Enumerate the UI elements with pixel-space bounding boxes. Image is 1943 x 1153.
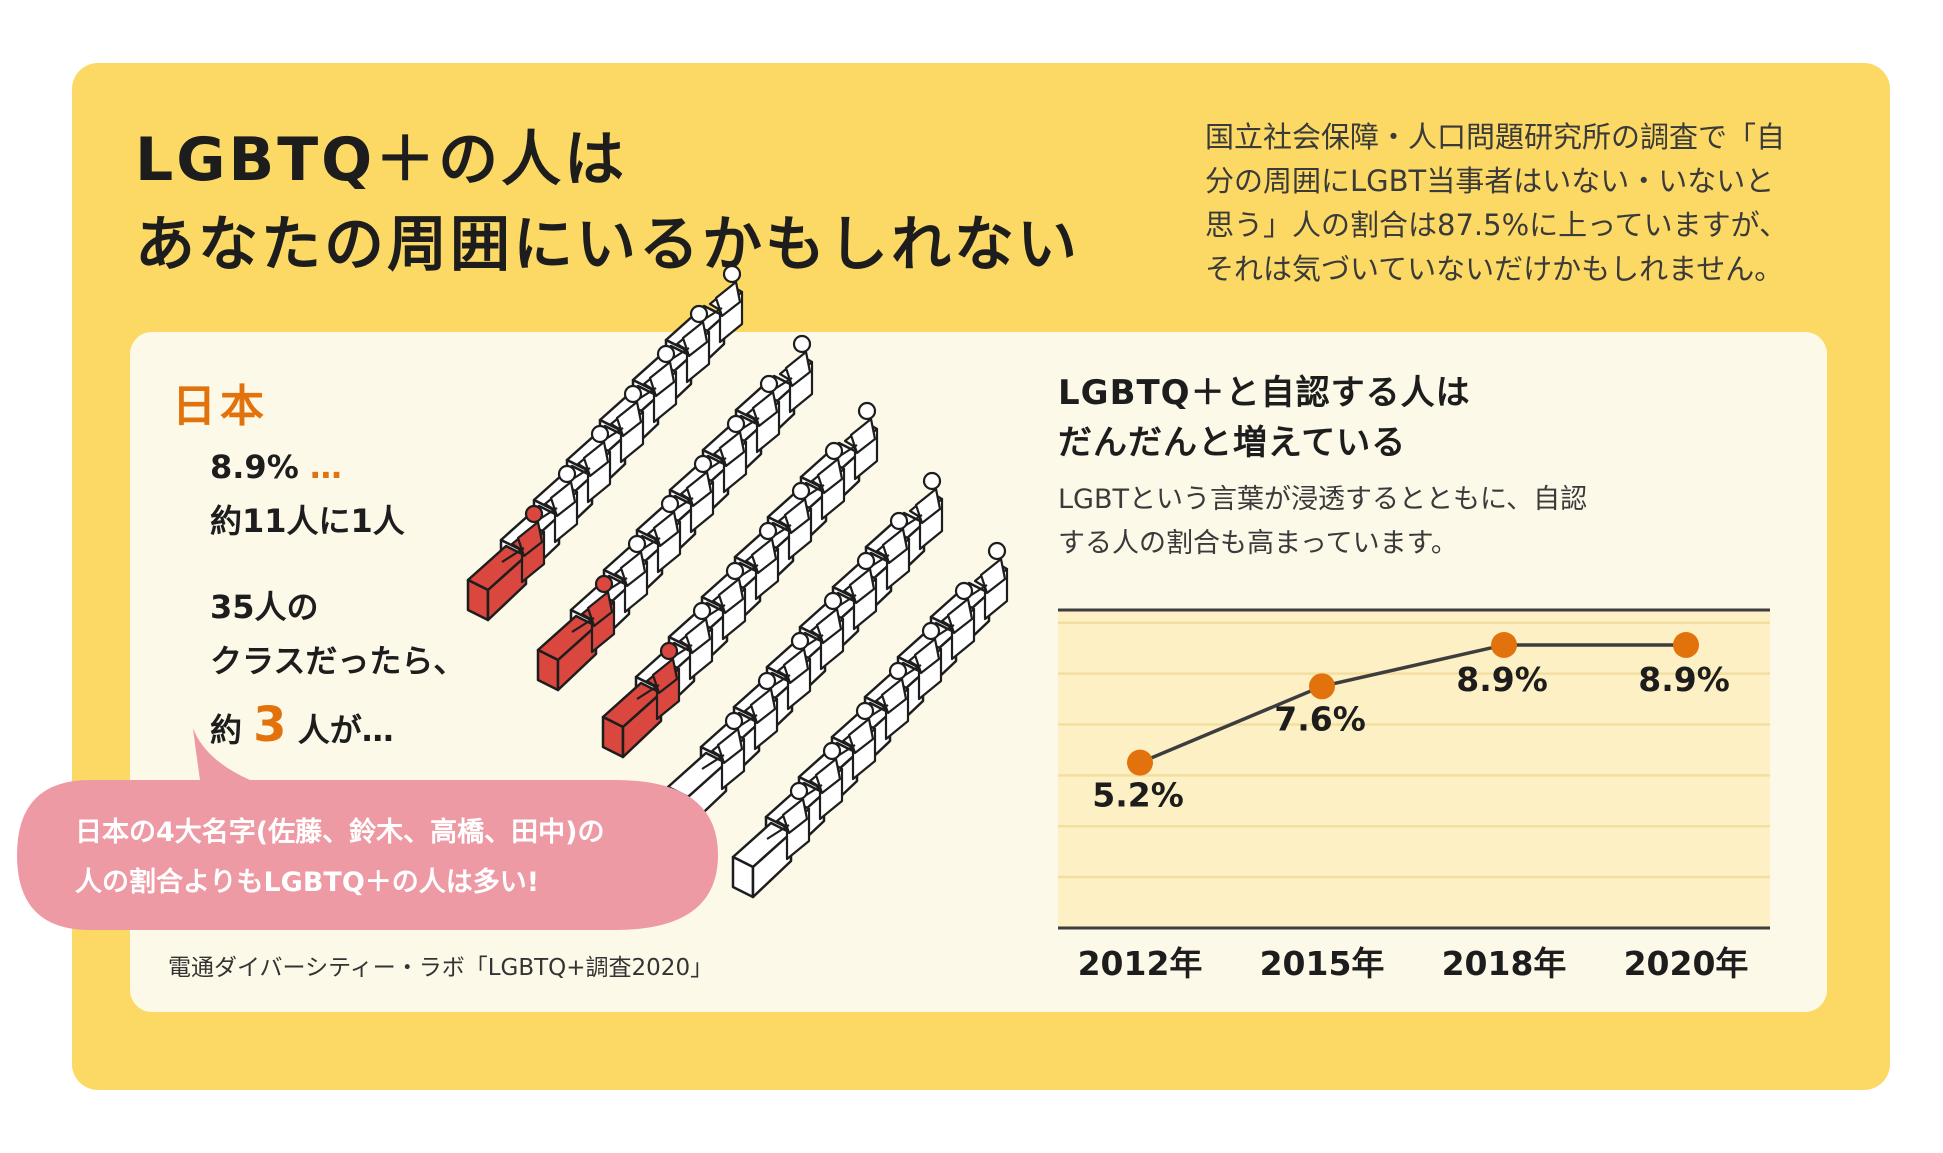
intro-text: 国立社会保障・人口問題研究所の調査で「自 分の周囲にLGBT当事者はいない・いな… (1205, 115, 1845, 291)
chart-title-line-2: だんだんと増えている (1058, 423, 1407, 463)
class-line-2: クラスだったら、 (210, 642, 466, 680)
class-number: 3 (253, 697, 287, 753)
intro-line-4: それは気づいていないだけかもしれません。 (1205, 252, 1784, 286)
class-pre: 約 (210, 711, 243, 749)
stat-ratio-text: 約11人に1人 (210, 502, 405, 540)
source-credit: 電通ダイバーシティー・ラボ「LGBTQ+調査2020」 (168, 955, 714, 981)
stat-dots: … (309, 448, 342, 486)
intro-line-1: 国立社会保障・人口問題研究所の調査で「自 (1205, 120, 1786, 154)
stat-percent: 8.9% (210, 448, 299, 486)
data-label: 8.9% (1456, 660, 1548, 699)
chart-subtitle-line-2: する人の割合も高まっています。 (1058, 528, 1458, 559)
title-line-1: LGBTQ＋の人は (135, 125, 628, 195)
intro-line-2: 分の周囲にLGBT当事者はいない・いないと (1205, 164, 1775, 198)
class-post: 人が… (297, 711, 394, 749)
x-tick-label: 2012年 (1078, 944, 1203, 983)
stat-ratio: 8.9% … 約11人に1人 (210, 440, 405, 548)
section-heading-japan: 日本 (172, 381, 268, 432)
class-line-1: 35人の (210, 588, 319, 626)
intro-line-3: 思う」人の割合は87.5%に上っていますが、 (1205, 208, 1789, 242)
x-tick-label: 2018年 (1442, 944, 1567, 983)
data-point (1491, 631, 1517, 658)
plot-area (1058, 610, 1770, 928)
title-line-2: あなたの周囲にいるかもしれない (135, 210, 1080, 280)
chart-subtitle: LGBTという言葉が浸透するとともに、自認 する人の割合も高まっています。 (1058, 478, 1587, 566)
class-line-3: 約 3 人が… (210, 698, 465, 757)
data-label: 7.6% (1274, 699, 1366, 738)
data-label: 5.2% (1092, 776, 1184, 815)
chart-title-line-1: LGBTQ＋と自認する人は (1058, 373, 1471, 413)
chart-title: LGBTQ＋と自認する人は だんだんと増えている (1058, 368, 1471, 468)
series-line (1139, 643, 1686, 765)
speech-bubble-text: 日本の4大名字(佐藤、鈴木、高橋、田中)の 人の割合よりもLGBTQ＋の人は多い… (75, 808, 604, 908)
highlighted-student-desk (601, 641, 681, 759)
class-example: 35人の クラスだったら、 約 3 人が… (210, 580, 465, 757)
highlighted-student-desk (536, 574, 616, 692)
page-title: LGBTQ＋の人は あなたの周囲にいるかもしれない (135, 118, 1080, 288)
highlighted-student-desk (466, 504, 546, 622)
bubble-line-1: 日本の4大名字(佐藤、鈴木、高橋、田中)の (75, 817, 605, 848)
data-point (1673, 631, 1699, 658)
data-label: 8.9% (1638, 660, 1730, 699)
chart-subtitle-line-1: LGBTという言葉が浸透するとともに、自認 (1058, 484, 1588, 515)
speech-bubble-body (17, 728, 718, 930)
x-tick-label: 2020年 (1624, 944, 1749, 983)
bubble-line-2: 人の割合よりもLGBTQ＋の人は多い! (75, 867, 540, 898)
data-point (1127, 749, 1153, 776)
x-tick-label: 2015年 (1260, 944, 1385, 983)
student-desk (731, 781, 811, 899)
data-point (1309, 673, 1335, 700)
